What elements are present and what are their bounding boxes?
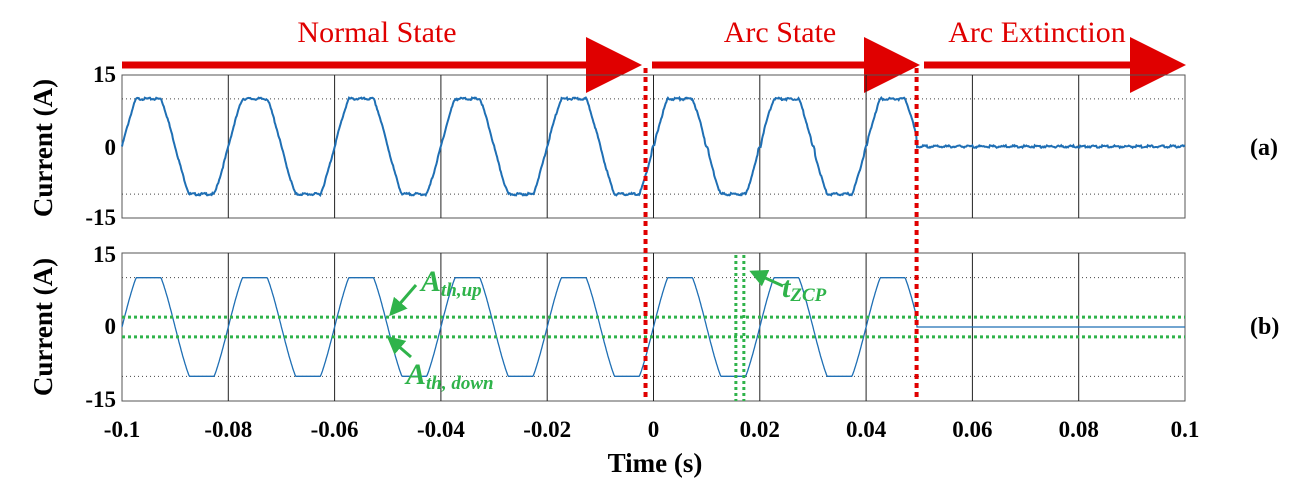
state-label-extinction: Arc Extinction bbox=[948, 16, 1125, 49]
panel-a-tag: (a) bbox=[1250, 135, 1278, 161]
state-label-arc: Arc State bbox=[724, 16, 836, 49]
xtick-label: -0.02 bbox=[523, 417, 571, 442]
panel-b-xticks: -0.1 -0.08 -0.06 -0.04 -0.02 0 0.02 0.04 0.06 0.0… bbox=[104, 417, 1200, 442]
tzcp-annotation-main: t bbox=[782, 271, 792, 304]
xtick-label: -0.04 bbox=[417, 417, 465, 442]
panel-a-current-trace bbox=[121, 95, 1186, 197]
th-up-annotation: Ath,up bbox=[419, 265, 482, 301]
panel-a-ytick-0: 0 bbox=[105, 135, 117, 160]
th-down-annotation-main: A bbox=[404, 358, 426, 391]
panel-b: 15 0 -15 Current (A) (b) -0.1 -0.08 -0.06-… bbox=[28, 242, 1279, 478]
panel-a: 15 0 -15 Current (A) (a) bbox=[28, 62, 1278, 230]
xtick-label: 0.04 bbox=[846, 417, 887, 442]
th-up-annotation-arrow bbox=[389, 284, 418, 317]
xtick-label: 0.02 bbox=[740, 417, 780, 442]
panel-a-ytick-15: 15 bbox=[93, 62, 116, 87]
tzcp-annotation: tZCP bbox=[782, 271, 827, 306]
panel-b-ylabel: Current (A) bbox=[28, 258, 58, 396]
panel-a-ylabel: Current (A) bbox=[28, 79, 58, 217]
panel-a-ytick-neg15: -15 bbox=[85, 205, 116, 230]
panel-b-tag: (b) bbox=[1250, 314, 1279, 340]
xtick-label: 0.06 bbox=[952, 417, 992, 442]
tzcp-annotation-sub: ZCP bbox=[789, 285, 826, 306]
panel-b-current-trace bbox=[121, 277, 1185, 377]
tzcp-annotation-arrow bbox=[749, 269, 784, 288]
panel-b-xlabel: Time (s) bbox=[608, 448, 703, 478]
th-up-annotation-sub: th,up bbox=[441, 280, 482, 301]
xtick-label: -0.1 bbox=[104, 417, 140, 442]
xtick-label: -0.06 bbox=[311, 417, 359, 442]
state-label-normal: Normal State bbox=[297, 16, 456, 49]
xtick-label: -0.08 bbox=[204, 417, 252, 442]
xtick-label: 0.1 bbox=[1171, 417, 1200, 442]
th-up-annotation-main: A bbox=[419, 265, 441, 298]
panel-b-ytick-neg15: -15 bbox=[85, 387, 116, 412]
xtick-label: 0.08 bbox=[1059, 417, 1099, 442]
panel-b-ytick-15: 15 bbox=[93, 242, 116, 267]
panel-b-ytick-0: 0 bbox=[105, 314, 117, 339]
th-down-annotation: Ath, down bbox=[404, 358, 494, 394]
th-down-annotation-sub: th, down bbox=[426, 373, 494, 394]
th-down-annotation-arrow bbox=[386, 336, 412, 359]
xtick-label: 0 bbox=[648, 417, 660, 442]
